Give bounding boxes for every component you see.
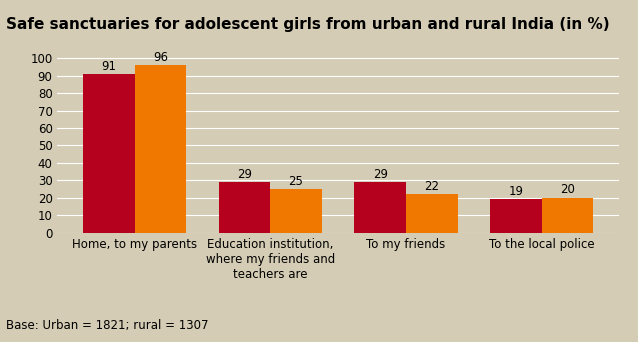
Text: 29: 29 bbox=[373, 168, 388, 181]
Bar bbox=[219, 182, 271, 233]
Bar bbox=[271, 189, 322, 233]
Bar bbox=[406, 194, 457, 233]
Text: 96: 96 bbox=[153, 51, 168, 64]
Bar bbox=[83, 74, 135, 233]
Text: 20: 20 bbox=[560, 183, 575, 196]
Text: Base: Urban = 1821; rural = 1307: Base: Urban = 1821; rural = 1307 bbox=[6, 319, 209, 332]
Bar bbox=[542, 198, 593, 233]
Bar bbox=[355, 182, 406, 233]
Text: 91: 91 bbox=[101, 60, 116, 73]
Text: 29: 29 bbox=[237, 168, 252, 181]
Text: 25: 25 bbox=[288, 175, 304, 188]
Text: 19: 19 bbox=[508, 185, 523, 198]
Bar bbox=[135, 65, 186, 233]
Text: 22: 22 bbox=[424, 180, 440, 193]
Bar bbox=[490, 199, 542, 233]
Text: Safe sanctuaries for adolescent girls from urban and rural India (in %): Safe sanctuaries for adolescent girls fr… bbox=[6, 17, 610, 32]
Legend: Urban, Rural: Urban, Rural bbox=[271, 340, 406, 342]
